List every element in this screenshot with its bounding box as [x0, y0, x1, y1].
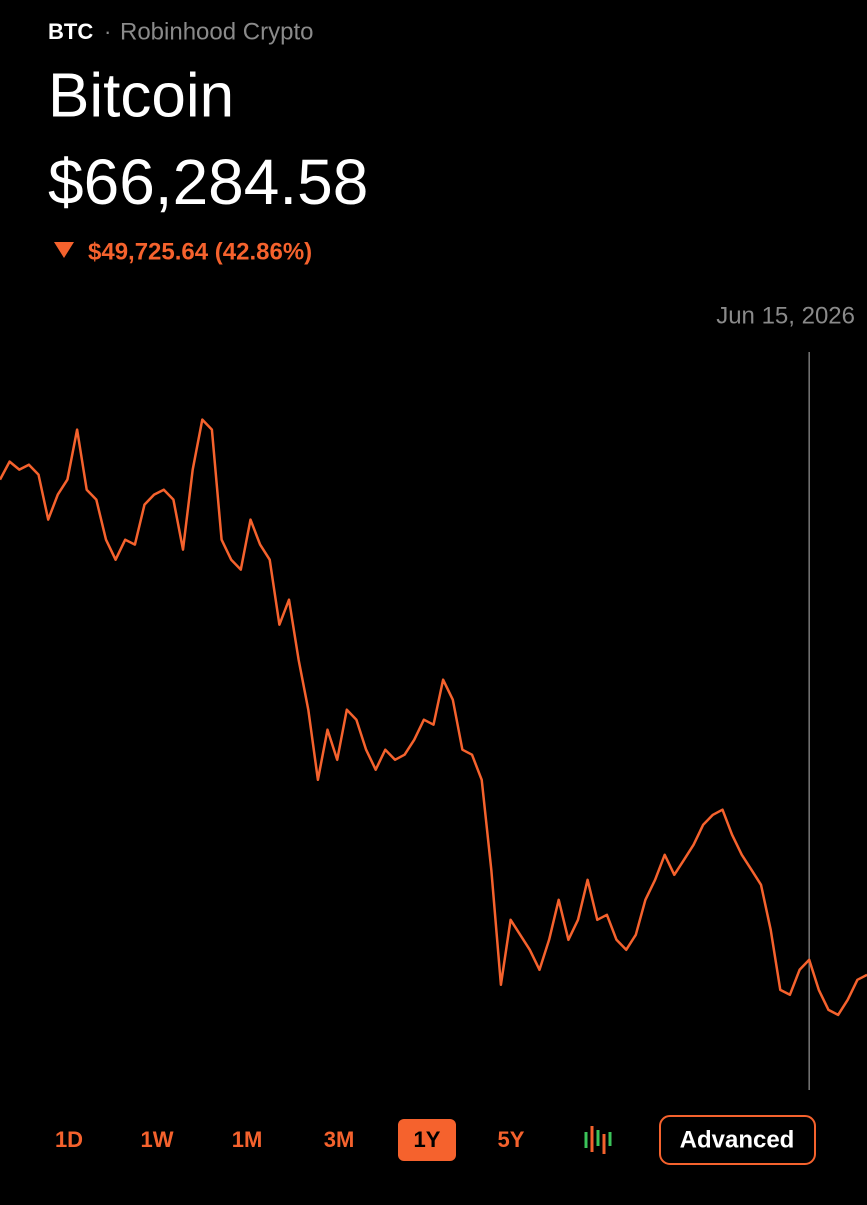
candle-icon[interactable]	[584, 1126, 612, 1154]
advanced-label[interactable]: Advanced	[680, 1126, 795, 1153]
range-tab[interactable]: 1D	[55, 1127, 83, 1152]
range-tab[interactable]: 1Y	[414, 1127, 441, 1152]
ticker: BTC	[48, 19, 93, 44]
range-tab[interactable]: 1M	[232, 1127, 263, 1152]
range-tab[interactable]: 1W	[141, 1127, 174, 1152]
range-tabs: 1D 1W 1M 3M 1Y 5Y	[55, 1119, 525, 1161]
selected-tab-bg[interactable]	[398, 1119, 456, 1161]
cursor-date: Jun 15, 2026	[716, 302, 855, 329]
chart: Jun 15, 2026	[0, 302, 867, 1090]
separator: ·	[104, 19, 111, 44]
price: $66,284.58	[48, 146, 368, 218]
range-tab[interactable]: 5Y	[498, 1127, 525, 1152]
price-line	[0, 418, 867, 1017]
change: $49,725.64 (42.86%)	[88, 238, 312, 265]
down-arrow	[54, 242, 74, 258]
source: Robinhood Crypto	[120, 18, 313, 45]
range-tab[interactable]: 3M	[324, 1127, 355, 1152]
advanced-button[interactable]	[659, 1115, 816, 1165]
asset-name: Bitcoin	[48, 61, 234, 130]
